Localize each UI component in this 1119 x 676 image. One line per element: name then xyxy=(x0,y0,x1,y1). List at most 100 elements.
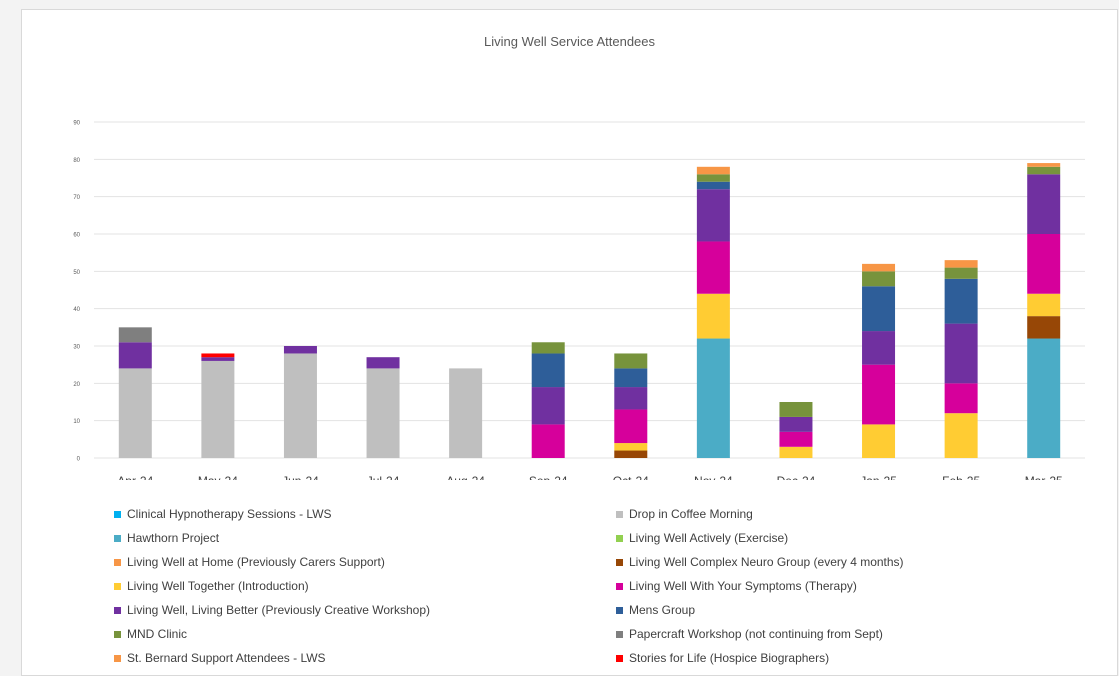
y-tick-label: 20 xyxy=(73,382,80,388)
chart-plot: 0 10 20 30 40 50 60 70 80 90 Apr-24 May-24 Jun-24 Jul… xyxy=(73,121,1085,480)
bar-segment xyxy=(696,189,730,242)
bar-segment xyxy=(1027,174,1061,234)
bar-segment xyxy=(944,260,978,268)
legend-label: MND Clinic xyxy=(127,627,187,641)
y-tick-label: 50 xyxy=(73,270,80,276)
bar-segment xyxy=(366,368,400,458)
legend-item: Living Well Together (Introduction) xyxy=(114,579,309,593)
y-tick-label: 90 xyxy=(73,121,80,127)
bar-segment xyxy=(201,353,235,358)
legend-swatch xyxy=(616,582,623,590)
bar-segment xyxy=(944,267,978,279)
y-tick-label: 40 xyxy=(73,307,80,313)
bar-segment xyxy=(283,346,317,354)
legend-swatch xyxy=(114,582,121,590)
chart-frame: Living Well Service Attendees 0 10 20 30 40 5… xyxy=(21,9,1118,676)
legend-item: Living Well Actively (Exercise) xyxy=(616,531,788,545)
y-tick-label: 10 xyxy=(73,419,80,425)
bar-segment xyxy=(944,323,978,384)
legend-item: Stories for Life (Hospice Biographers) xyxy=(616,651,829,665)
legend-item: Drop in Coffee Morning xyxy=(616,507,753,521)
x-tick-label: Aug-24 xyxy=(446,474,485,480)
bar-segment xyxy=(1027,293,1061,317)
legend-swatch xyxy=(114,534,121,542)
legend-label: Papercraft Workshop (not continuing from… xyxy=(629,627,883,641)
legend-swatch xyxy=(616,510,623,518)
legend-swatch xyxy=(114,606,121,614)
x-tick-label: May-24 xyxy=(198,474,238,480)
legend-swatch xyxy=(114,558,121,566)
bar-segment xyxy=(862,424,896,458)
legend-label: Living Well at Home (Previously Carers S… xyxy=(127,555,385,569)
bar-segment xyxy=(614,443,648,451)
y-tick-label: 60 xyxy=(73,233,80,239)
bar-segment xyxy=(862,271,896,287)
legend-item: Mens Group xyxy=(616,603,695,617)
bar-segment xyxy=(118,327,152,343)
x-tick-label: Jul-24 xyxy=(367,474,400,480)
x-tick-label: Dec-24 xyxy=(777,474,816,480)
legend-label: Living Well Together (Introduction) xyxy=(127,579,309,593)
bar-segment xyxy=(201,360,235,458)
bar-segment xyxy=(862,263,896,272)
bar-segment xyxy=(531,342,565,354)
legend-item: Hawthorn Project xyxy=(114,531,219,545)
bar-segment xyxy=(1027,338,1061,458)
bar-segment xyxy=(614,409,648,444)
bar-segment xyxy=(366,357,400,369)
bar-segment xyxy=(1027,234,1061,294)
bar-segment xyxy=(944,278,978,324)
legend-label: Living Well, Living Better (Previously C… xyxy=(127,603,431,617)
bar-segment xyxy=(696,338,730,458)
x-tick-label: Mar-25 xyxy=(1025,474,1063,480)
bar-segment xyxy=(614,368,648,388)
bar-segment xyxy=(779,446,813,458)
legend-item: Living Well, Living Better (Previously C… xyxy=(114,603,430,617)
bar-segment xyxy=(1027,163,1061,167)
legend-swatch xyxy=(616,534,623,542)
bar-segment xyxy=(449,368,483,458)
bar-segment xyxy=(696,181,730,190)
bar-segment xyxy=(944,413,978,458)
bar-segment xyxy=(696,166,730,175)
legend-label: Living Well With Your Symptoms (Therapy) xyxy=(629,579,857,593)
bar-segment xyxy=(283,353,317,458)
legend-swatch xyxy=(616,606,623,614)
legend-swatch xyxy=(616,654,623,662)
legend-item: Living Well With Your Symptoms (Therapy) xyxy=(616,579,857,593)
chart-title: Living Well Service Attendees xyxy=(483,34,656,49)
bar-segment xyxy=(696,174,730,182)
legend-swatch xyxy=(616,558,623,566)
legend-label: Clinical Hypnotherapy Sessions - LWS xyxy=(127,507,332,521)
legend-label: St. Bernard Support Attendees - LWS xyxy=(127,651,326,665)
legend-swatch xyxy=(114,654,121,662)
legend-item: Living Well at Home (Previously Carers S… xyxy=(114,555,385,569)
bar-segment xyxy=(531,424,565,458)
x-tick-label: Oct-24 xyxy=(613,474,649,480)
x-tick-label: Sep-24 xyxy=(529,474,568,480)
x-tick-label: Jan-25 xyxy=(860,474,897,480)
legend-item: St. Bernard Support Attendees - LWS xyxy=(114,651,326,665)
y-tick-label: 70 xyxy=(73,195,80,201)
bar-segment xyxy=(944,383,978,414)
x-tick-label: Nov-24 xyxy=(694,474,733,480)
bar-segment xyxy=(696,241,730,294)
y-tick-label: 0 xyxy=(77,457,81,463)
bar-segment xyxy=(862,286,896,332)
legend-swatch xyxy=(114,630,121,638)
x-tick-label: Apr-24 xyxy=(117,474,153,480)
legend-label: Living Well Actively (Exercise) xyxy=(629,531,789,545)
bar-segment xyxy=(779,402,813,417)
bar-segment xyxy=(118,368,152,458)
x-tick-label: Jun-24 xyxy=(282,474,319,480)
bar-segment xyxy=(696,293,730,339)
bar-segment xyxy=(779,416,813,432)
x-tick-label: Feb-25 xyxy=(942,474,980,480)
bar-segment xyxy=(862,331,896,365)
bar-segment xyxy=(1027,166,1061,175)
bar-segment xyxy=(1027,316,1061,339)
bar-segment xyxy=(531,353,565,388)
legend-label: Stories for Life (Hospice Biographers) xyxy=(629,651,830,665)
legend-label: Living Well Complex Neuro Group (every 4… xyxy=(629,555,904,569)
bar-segment xyxy=(614,353,648,369)
